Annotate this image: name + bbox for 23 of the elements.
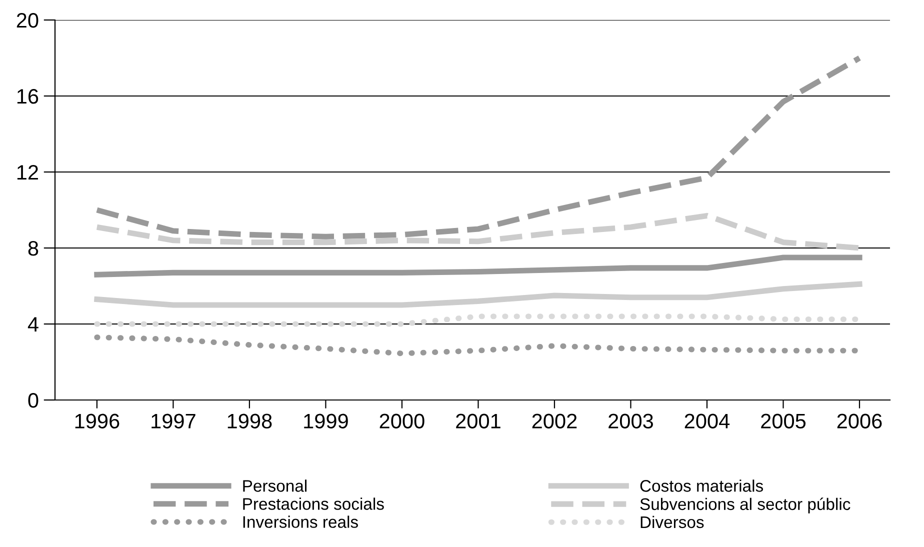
x-tick-label: 1998 <box>228 414 272 428</box>
x-tick-label: 2001 <box>456 414 500 428</box>
x-tick-label: 1996 <box>75 414 120 428</box>
y-tick-label: 8 <box>28 241 38 256</box>
legend-label: Prestacions socials <box>243 498 384 510</box>
y-tick-label: 0 <box>28 393 38 408</box>
legend-label: Costos materials <box>640 480 763 492</box>
y-tick-label: 20 <box>16 13 38 28</box>
x-tick-label: 2005 <box>761 414 806 428</box>
x-tick-label: 2003 <box>608 414 653 428</box>
y-tick-label: 12 <box>17 165 38 180</box>
x-tick-label: 1997 <box>152 414 196 428</box>
x-tick-label: 2000 <box>380 414 424 428</box>
legend-label: Diversos <box>640 516 704 528</box>
x-tick-label: 2006 <box>837 414 882 428</box>
legend-label: Personal <box>243 480 306 492</box>
x-tick-label: 2004 <box>684 414 730 428</box>
y-tick-label: 16 <box>17 89 38 104</box>
legend-label: Subvencions al sector públic <box>640 498 850 514</box>
y-tick-label: 4 <box>28 317 38 332</box>
x-tick-label: 1999 <box>304 414 348 428</box>
x-tick-label: 2002 <box>532 414 577 428</box>
legend-label: Inversions reals <box>243 516 358 528</box>
